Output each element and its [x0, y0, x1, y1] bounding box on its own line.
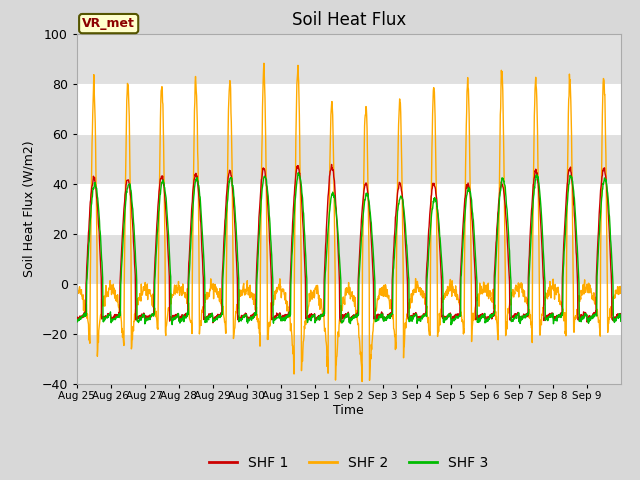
Text: VR_met: VR_met: [82, 17, 135, 30]
Y-axis label: Soil Heat Flux (W/m2): Soil Heat Flux (W/m2): [23, 141, 36, 277]
Bar: [77, 34, 621, 84]
Legend: SHF 1, SHF 2, SHF 3: SHF 1, SHF 2, SHF 3: [204, 450, 494, 475]
Bar: [77, 234, 621, 284]
Bar: [77, 134, 621, 184]
X-axis label: Time: Time: [333, 404, 364, 417]
Bar: [77, 334, 621, 384]
Title: Soil Heat Flux: Soil Heat Flux: [292, 11, 406, 29]
